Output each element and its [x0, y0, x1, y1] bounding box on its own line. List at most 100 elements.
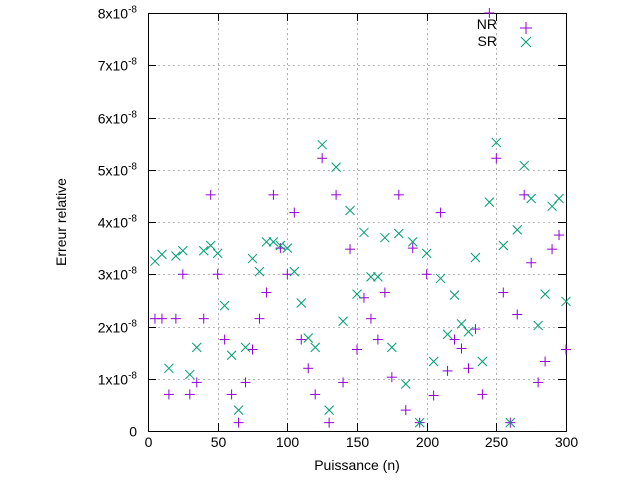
sr-point [317, 139, 328, 150]
sr-point [456, 319, 467, 329]
sr-point [261, 237, 272, 247]
nr-point [463, 363, 474, 374]
sr-point [226, 350, 237, 361]
sr-point [477, 356, 488, 367]
sr-point [449, 290, 460, 301]
sr-point [547, 201, 557, 212]
nr-point [428, 390, 439, 401]
nr-point [400, 405, 411, 416]
nr-point [498, 287, 509, 298]
sr-point [359, 227, 369, 238]
sr-point [345, 205, 355, 216]
nr-point [449, 334, 460, 345]
nr-point [177, 269, 188, 280]
legend-label-sr: SR [478, 33, 497, 49]
nr-point [484, 8, 495, 18]
x-tick-label: 100 [276, 434, 300, 450]
sr-point [233, 405, 244, 415]
nr-point [470, 324, 481, 335]
nr-point [163, 389, 174, 400]
y-tick-label: 8x10-8 [98, 5, 138, 22]
sr-point [366, 272, 376, 282]
sr-point [247, 253, 258, 264]
nr-point [407, 243, 418, 254]
y-tick-label: 7x10-8 [98, 57, 138, 74]
sr-point [414, 417, 425, 428]
nr-point [421, 269, 432, 280]
sr-point [177, 245, 188, 256]
nr-point [512, 309, 523, 320]
sr-point [386, 342, 397, 353]
sr-point [191, 342, 202, 353]
nr-point [379, 287, 390, 298]
sr-point [519, 160, 530, 171]
x-axis-label: Puissance (n) [314, 457, 400, 473]
x-tick-label: 250 [485, 434, 509, 450]
x-tick-label: 150 [346, 434, 370, 450]
sr-point [171, 251, 181, 261]
nr-point [540, 356, 551, 367]
nr-point [191, 377, 202, 388]
y-tick-label: 0 [129, 424, 137, 440]
sr-point [428, 356, 439, 367]
sr-point [164, 363, 174, 374]
legend-marker-sr [520, 36, 532, 48]
nr-point [345, 244, 356, 255]
nr-point [561, 344, 571, 355]
nr-point [386, 372, 397, 383]
nr-point [456, 343, 467, 354]
nr-point [477, 389, 488, 400]
sr-point [526, 193, 537, 204]
nr-point [317, 153, 328, 164]
sr-point [275, 240, 286, 251]
sr-point [540, 289, 550, 299]
sr-point [380, 232, 390, 243]
nr-point [289, 207, 300, 218]
nr-point [247, 344, 258, 355]
sr-point [533, 320, 543, 331]
sr-point [303, 333, 314, 343]
sr-point [463, 326, 474, 337]
sr-point [184, 369, 195, 380]
nr-point [282, 269, 293, 280]
nr-point [205, 189, 216, 200]
sr-point [205, 240, 216, 251]
legend: NR SR [477, 16, 532, 49]
sr-point [296, 298, 307, 308]
nr-point [435, 207, 446, 218]
nr-point [331, 189, 342, 200]
nr-point [554, 230, 565, 241]
nr-point [275, 243, 286, 254]
nr-point [491, 153, 502, 164]
legend-label-nr: NR [477, 16, 497, 32]
sr-point [338, 316, 348, 327]
sr-point [393, 228, 404, 239]
x-tick-label: 0 [145, 434, 153, 450]
y-tick-label: 2x10-8 [98, 319, 138, 336]
nr-point [352, 344, 362, 355]
sr-point [400, 379, 411, 389]
nr-point [212, 269, 223, 280]
sr-point [289, 266, 300, 277]
plot-frame [148, 13, 567, 432]
sr-point [407, 237, 418, 247]
nr-point [526, 257, 537, 268]
nr-point [261, 287, 272, 298]
sr-point [240, 342, 251, 353]
sr-point [484, 197, 495, 207]
sr-point [498, 240, 509, 251]
nr-point [296, 334, 307, 345]
sr-point [282, 243, 293, 253]
y-tick-label: 4x10-8 [98, 214, 138, 231]
x-tick-label: 200 [416, 434, 440, 450]
sr-point [324, 405, 334, 415]
nr-point [198, 313, 209, 324]
nr-point [170, 313, 181, 324]
nr-point [365, 313, 376, 324]
nr-point [268, 189, 279, 200]
sr-point [331, 162, 341, 172]
sr-point [442, 329, 453, 340]
x-tick-label: 50 [211, 434, 227, 450]
x-tick-labels: 0 50 100 150 200 250 300 [145, 434, 579, 450]
